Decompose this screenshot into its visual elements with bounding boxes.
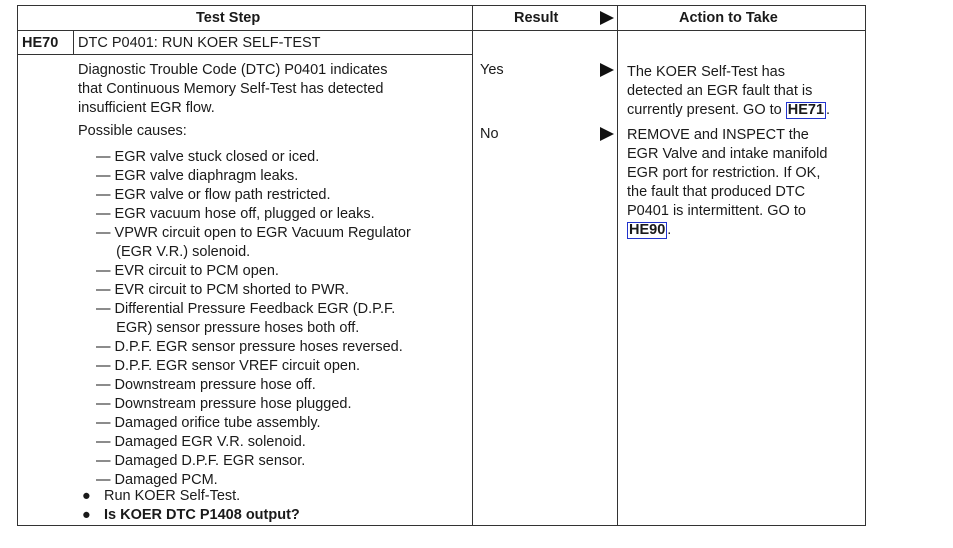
cause-item: — EGR vacuum hose off, plugged or leaks. — [96, 206, 375, 222]
column-divider — [617, 6, 618, 525]
arrow-right-icon — [600, 127, 614, 141]
causes-label: Possible causes: — [78, 123, 187, 139]
header-test-step: Test Step — [196, 10, 261, 26]
bullet-item: Run KOER Self-Test. — [104, 488, 241, 504]
cause-item: — EGR valve stuck closed or iced. — [96, 149, 320, 165]
cause-item: (EGR V.R.) solenoid. — [96, 244, 251, 260]
result-yes: Yes — [480, 62, 504, 78]
step-id-divider — [73, 30, 74, 54]
cause-item: — EGR valve or flow path restricted. — [96, 187, 331, 203]
action-line: EGR port for restriction. If OK, — [627, 165, 821, 181]
action-line: EGR Valve and intake manifold — [627, 146, 828, 162]
action-line: P0401 is intermittent. GO to — [627, 203, 806, 219]
punctuation: . — [826, 102, 831, 118]
result-no: No — [480, 126, 499, 142]
link-he71[interactable]: HE71 — [785, 102, 827, 119]
bullet-item: Is KOER DTC P1408 output? — [104, 507, 300, 523]
cause-item: — EGR valve diaphragm leaks. — [96, 168, 299, 184]
cause-item: — Damaged D.P.F. EGR sensor. — [96, 453, 306, 469]
cause-item: — D.P.F. EGR sensor VREF circuit open. — [96, 358, 361, 374]
header-result: Result — [514, 10, 559, 26]
cause-item: — EVR circuit to PCM open. — [96, 263, 279, 279]
header-divider — [18, 30, 865, 31]
cause-item: — Downstream pressure hose off. — [96, 377, 316, 393]
action-line: The KOER Self-Test has — [627, 64, 785, 80]
arrow-right-icon — [600, 11, 614, 25]
header-action: Action to Take — [679, 10, 778, 26]
description-line: insufficient EGR flow. — [78, 100, 215, 116]
cause-item: — Damaged PCM. — [96, 472, 218, 488]
step-id: HE70 — [22, 35, 59, 51]
step-title: DTC P0401: RUN KOER SELF-TEST — [78, 35, 321, 51]
action-line: the fault that produced DTC — [627, 184, 806, 200]
action-line: detected an EGR fault that is — [627, 83, 813, 99]
column-divider — [472, 6, 473, 525]
action-no: REMOVE and INSPECT the EGR Valve and int… — [627, 126, 827, 240]
punctuation: . — [667, 222, 672, 238]
description-line: that Continuous Memory Self-Test has det… — [78, 81, 384, 97]
cause-item: — Damaged EGR V.R. solenoid. — [96, 434, 306, 450]
action-line: REMOVE and INSPECT the — [627, 127, 809, 143]
cause-item: — Damaged orifice tube assembly. — [96, 415, 321, 431]
step-title-divider — [18, 54, 473, 55]
cause-item: — EVR circuit to PCM shorted to PWR. — [96, 282, 350, 298]
test-step-table: Test Step Result Action to Take HE70 DTC… — [17, 5, 866, 526]
cause-item: — Differential Pressure Feedback EGR (D.… — [96, 301, 396, 317]
cause-item: — VPWR circuit open to EGR Vacuum Regula… — [96, 225, 411, 241]
arrow-right-icon — [600, 63, 614, 77]
cause-item: — D.P.F. EGR sensor pressure hoses rever… — [96, 339, 403, 355]
description-line: Diagnostic Trouble Code (DTC) P0401 indi… — [78, 62, 388, 78]
action-yes: The KOER Self-Test has detected an EGR f… — [627, 63, 830, 120]
bullet-icon: ● — [82, 507, 91, 523]
action-line: currently present. GO to — [627, 102, 786, 118]
cause-item: — Downstream pressure hose plugged. — [96, 396, 352, 412]
bullet-icon: ● — [82, 488, 91, 504]
cause-item: EGR) sensor pressure hoses both off. — [96, 320, 360, 336]
link-he90[interactable]: HE90 — [627, 222, 668, 239]
